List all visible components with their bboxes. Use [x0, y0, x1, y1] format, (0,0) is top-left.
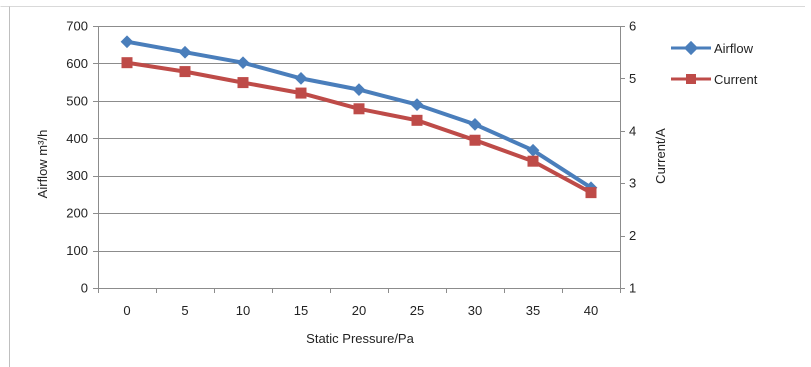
- legend: Airflow Current: [671, 40, 758, 87]
- right-tick-label: 1: [629, 281, 636, 296]
- series-layer: [120, 35, 598, 199]
- x-tick-label: 35: [526, 303, 540, 318]
- left-axis-ticks: 0 100 200 300 400 500 600 700: [66, 19, 98, 296]
- left-tick-label: 300: [66, 168, 88, 183]
- legend-item-airflow: Airflow: [671, 40, 754, 56]
- x-tick-label: 10: [236, 303, 250, 318]
- right-tick-label: 2: [629, 228, 636, 243]
- x-tick-label: 30: [468, 303, 482, 318]
- airflow-point: [526, 143, 540, 157]
- right-axis-ticks: 1 2 3 4 5 6: [620, 19, 636, 296]
- left-axis-title: Airflow m³/h: [35, 130, 50, 199]
- airflow-point: [120, 35, 134, 49]
- x-tick-label: 0: [123, 303, 130, 318]
- airflow-point: [294, 72, 308, 85]
- legend-current-label: Current: [714, 72, 758, 87]
- right-axis-title: Current/A: [653, 128, 668, 184]
- legend-item-current: Current: [671, 72, 758, 87]
- legend-current-marker: [686, 74, 696, 84]
- x-axis-ticks: 0 5 10 15 20 25 30 35 40: [98, 288, 621, 318]
- x-axis-title: Static Pressure/Pa: [306, 331, 414, 346]
- x-tick-label: 15: [294, 303, 308, 318]
- right-tick-label: 3: [629, 176, 636, 191]
- left-tick-label: 0: [81, 281, 88, 296]
- legend-airflow-label: Airflow: [714, 41, 754, 56]
- current-point: [469, 134, 481, 146]
- airflow-point: [236, 56, 250, 70]
- chart-border: [0, 6, 805, 367]
- current-point: [585, 187, 597, 199]
- x-tick-label: 25: [410, 303, 424, 318]
- x-tick-label: 40: [584, 303, 598, 318]
- current-point: [527, 155, 539, 167]
- current-point: [353, 103, 365, 115]
- right-tick-label: 6: [629, 19, 636, 34]
- series-airflow: [120, 35, 598, 195]
- right-tick-label: 5: [629, 71, 636, 86]
- current-point: [237, 77, 249, 89]
- left-tick-label: 500: [66, 93, 88, 108]
- airflow-point: [178, 45, 192, 59]
- airflow-point: [410, 98, 424, 111]
- airflow-point: [468, 118, 482, 131]
- legend-airflow-marker: [683, 40, 699, 56]
- current-point: [121, 57, 133, 69]
- current-point: [411, 114, 423, 126]
- left-tick-label: 700: [66, 19, 88, 34]
- right-tick-label: 4: [629, 123, 636, 138]
- axes: [98, 26, 621, 289]
- airflow-point: [352, 83, 366, 96]
- current-point: [179, 66, 191, 78]
- x-tick-label: 5: [181, 303, 188, 318]
- gridlines: [98, 26, 620, 252]
- current-line: [126, 60, 592, 195]
- left-tick-label: 600: [66, 56, 88, 71]
- left-tick-label: 200: [66, 206, 88, 221]
- left-tick-label: 400: [66, 131, 88, 146]
- series-current: [121, 57, 597, 199]
- left-tick-label: 100: [66, 243, 88, 258]
- x-tick-label: 20: [352, 303, 366, 318]
- current-point: [295, 87, 307, 99]
